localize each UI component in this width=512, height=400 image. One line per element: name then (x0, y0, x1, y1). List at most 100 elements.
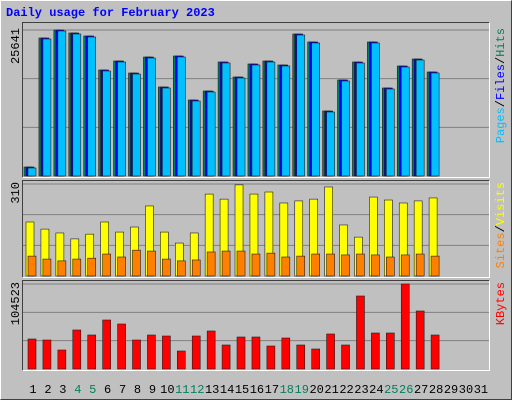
panel-edge-dark (22, 22, 490, 178)
legend-entry: Pages (494, 107, 508, 143)
x-tick-label: 22 (339, 383, 353, 397)
legend-entry: Sites (494, 232, 508, 268)
x-tick-label: 11 (175, 383, 189, 397)
bar (147, 57, 156, 177)
bar (296, 344, 306, 370)
bar (72, 33, 82, 177)
bar (221, 344, 231, 370)
x-tick-label: 12 (190, 383, 204, 397)
x-tick-label: 19 (295, 383, 309, 397)
bar (236, 336, 246, 370)
legend-separator: / (494, 57, 508, 64)
legend-entry: Hits (494, 28, 508, 57)
legend-entry: Visits (494, 182, 508, 225)
legend-separator: / (494, 225, 508, 232)
bar (311, 348, 320, 370)
bar (341, 344, 350, 370)
x-tick-label: 26 (399, 383, 413, 397)
panel-edge-light (22, 280, 490, 371)
bar (57, 349, 67, 370)
bar (251, 64, 261, 177)
bar (251, 253, 261, 277)
panel-edge-light (22, 180, 490, 278)
bar (266, 345, 276, 370)
bar (415, 59, 425, 177)
legend: Sites/Visits (494, 182, 508, 268)
legend-separator: / (494, 100, 508, 107)
x-tick-label: 9 (149, 383, 156, 397)
x-tick-label: 13 (205, 383, 219, 397)
legend: KBytes (494, 282, 508, 325)
x-tick-label: 30 (459, 383, 473, 397)
bar (132, 339, 141, 370)
bar (147, 334, 156, 370)
chart-title: Daily usage for February 2023 (6, 6, 215, 20)
x-tick-label: 24 (369, 383, 383, 397)
x-tick-label: 25 (384, 383, 398, 397)
bar (206, 330, 216, 370)
bar (117, 256, 126, 277)
bar (177, 350, 186, 370)
bar (191, 100, 201, 177)
bar (42, 258, 52, 277)
bar (57, 30, 67, 177)
bar (311, 253, 320, 277)
bar (281, 65, 291, 177)
bar (371, 332, 380, 370)
bar (117, 61, 126, 177)
bar (356, 62, 365, 177)
bar (177, 260, 186, 277)
bar (430, 72, 440, 177)
bar (296, 255, 306, 277)
bar (102, 319, 111, 370)
bar (296, 34, 306, 177)
bar (386, 256, 395, 277)
x-tick-label: 21 (324, 383, 338, 397)
bar (266, 61, 276, 177)
bar (206, 251, 216, 277)
bar (326, 111, 335, 177)
x-tick-label: 23 (354, 383, 368, 397)
x-tick-label: 6 (104, 383, 111, 397)
bar (371, 42, 380, 177)
bar (236, 77, 246, 177)
x-tick-label: 29 (444, 383, 458, 397)
bar (102, 70, 111, 177)
y-tick-label: 310 (9, 182, 23, 204)
bar (191, 335, 201, 370)
bar (117, 323, 126, 370)
bar (281, 256, 291, 277)
bar (356, 295, 365, 370)
bar (57, 260, 67, 277)
x-tick-label: 15 (235, 383, 249, 397)
bar (400, 283, 410, 370)
bar (386, 88, 395, 177)
bar (72, 258, 82, 277)
panel-edge-dark (22, 280, 490, 371)
bar (221, 62, 231, 177)
bar (132, 73, 141, 177)
bar (42, 38, 52, 177)
bar (87, 334, 97, 370)
bar (430, 334, 440, 370)
bar (386, 332, 395, 370)
bar (326, 253, 335, 277)
bar (42, 339, 52, 370)
x-tick-label: 1 (29, 383, 36, 397)
bar (341, 254, 350, 277)
x-tick-label: 28 (429, 383, 443, 397)
bar (87, 36, 97, 177)
x-tick-label: 7 (119, 383, 126, 397)
bar (326, 333, 335, 370)
x-tick-label: 14 (220, 383, 234, 397)
bar (147, 250, 156, 277)
bar (162, 87, 171, 177)
bar (132, 249, 141, 277)
bar (162, 258, 171, 277)
bar (191, 259, 201, 277)
bar (281, 337, 291, 370)
bar (27, 338, 37, 370)
x-tick-label: 3 (59, 383, 66, 397)
x-tick-label: 5 (89, 383, 96, 397)
